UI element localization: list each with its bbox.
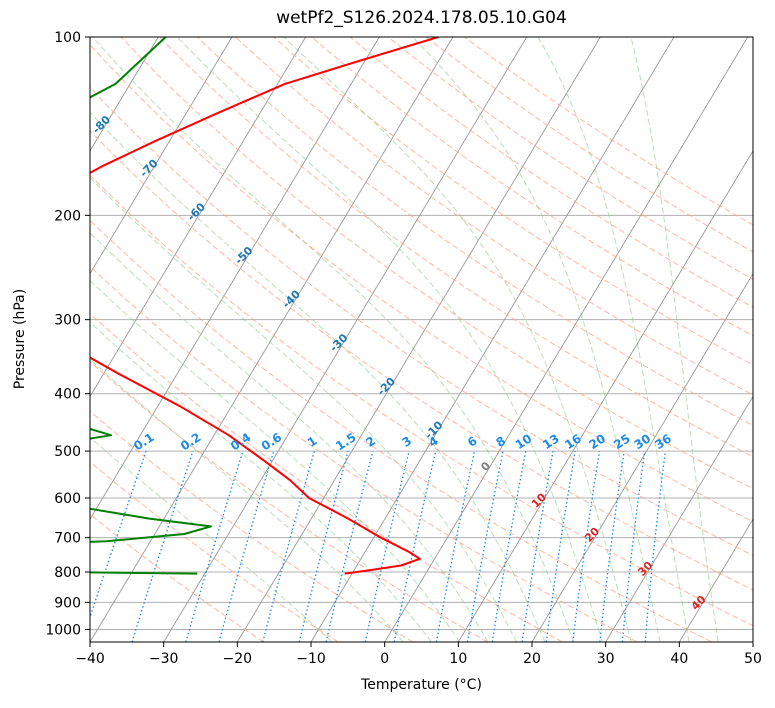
mixing-ratio-line <box>466 450 504 642</box>
dry-adiabat-line <box>235 37 753 396</box>
dry-adiabat-line <box>387 37 753 280</box>
x-tick-label: −10 <box>296 651 326 667</box>
y-tick-label: 1000 <box>45 622 81 638</box>
mixing-ratio-line <box>364 450 410 642</box>
y-tick-label: 800 <box>54 565 81 581</box>
isotherm-line <box>605 395 753 642</box>
x-tick-label: −20 <box>223 651 253 667</box>
x-tick-label: 20 <box>523 651 541 667</box>
dry-adiabat-line <box>273 37 753 366</box>
x-axis-label: Temperature (°C) <box>361 677 482 693</box>
x-tick-label: 10 <box>449 651 467 667</box>
mixing-ratio-line <box>599 451 625 642</box>
dry-adiabat-line <box>90 86 753 557</box>
mixing-ratio-line <box>621 451 646 642</box>
dry-adiabat-line <box>120 37 753 490</box>
dry-adiabat-line <box>90 219 712 642</box>
y-tick-label: 300 <box>54 313 81 329</box>
dry-adiabat-line <box>158 37 753 458</box>
y-tick-label: 400 <box>54 387 81 403</box>
y-tick-label: 100 <box>54 30 81 46</box>
mixing-ratio-line <box>491 450 527 642</box>
temperature-profile-line <box>90 37 439 575</box>
plot-background <box>90 37 753 642</box>
y-tick-label: 900 <box>54 595 81 611</box>
isotherm-label: -90 <box>42 69 65 92</box>
y-tick-label: 700 <box>54 531 81 547</box>
x-tick-label: −30 <box>149 651 179 667</box>
isotherm-line <box>90 37 307 398</box>
plot-frame <box>89 36 754 643</box>
isotherm-line <box>90 37 159 152</box>
x-tick-label: 40 <box>670 651 688 667</box>
dry-adiabat-line <box>90 130 753 591</box>
y-tick-label: 600 <box>54 491 81 507</box>
isotherm-line <box>457 149 753 642</box>
moist-adiabat-line <box>630 37 719 642</box>
isotherm-line <box>90 37 380 521</box>
isotherm-line <box>384 37 749 642</box>
x-tick-label: −40 <box>75 651 105 667</box>
isotherm-line <box>752 641 753 642</box>
dry-adiabat-line <box>90 513 264 642</box>
x-tick-label: 50 <box>744 651 762 667</box>
moist-adiabat-line <box>90 176 517 642</box>
mixing-ratio-line <box>393 450 437 642</box>
isotherm-line <box>0 37 85 642</box>
moist-adiabat-line <box>90 111 546 642</box>
isotherm-label: -100 <box>0 23 21 52</box>
isotherm-line <box>531 272 753 642</box>
moist-adiabat-line <box>283 37 632 642</box>
mixing-ratio-line <box>218 450 275 642</box>
dry-adiabat-line <box>90 174 753 627</box>
moist-adiabat-line <box>537 37 690 642</box>
isotherm-line <box>678 518 753 642</box>
dry-adiabat-line <box>90 312 563 642</box>
dry-adiabat-line <box>426 37 753 253</box>
y-tick-label: 500 <box>54 444 81 460</box>
isotherm-line <box>90 37 454 642</box>
x-tick-label: 0 <box>380 651 389 667</box>
moist-adiabat-line <box>90 279 461 642</box>
mixing-ratio-line <box>521 450 554 642</box>
x-tick-label: 30 <box>597 651 615 667</box>
dry-adiabat-line <box>197 37 753 427</box>
dry-adiabat-line <box>349 37 753 308</box>
y-tick-label: 200 <box>54 208 81 224</box>
moist-adiabat-line <box>90 358 404 642</box>
mixing-ratio-line <box>185 450 244 642</box>
mixing-ratio-line <box>435 450 476 642</box>
mixing-ratio-line <box>298 450 349 642</box>
mixing-ratio-line <box>545 450 576 642</box>
isotherm-line <box>163 37 528 642</box>
isotherm-line <box>236 37 601 642</box>
mixing-ratio-line <box>325 450 374 642</box>
mixing-ratio-line <box>572 450 601 642</box>
isotherm-line <box>90 37 233 275</box>
moist-adiabat-line <box>90 321 432 642</box>
mixing-ratio-line <box>262 450 315 642</box>
dewpoint-profile-line <box>90 37 212 575</box>
mixing-ratio-line <box>131 450 194 642</box>
chart-title: wetPf2_S126.2024.178.05.10.G04 <box>276 8 567 28</box>
moist-adiabat-line <box>412 37 661 642</box>
dry-adiabat-line <box>90 44 753 523</box>
moist-adiabat-line <box>176 37 603 642</box>
mixing-ratio-line <box>90 450 147 620</box>
moist-adiabat-line <box>90 232 489 642</box>
dry-adiabat-line <box>90 360 488 642</box>
dry-adiabat-line <box>90 410 414 642</box>
isotherm-line <box>0 37 11 642</box>
